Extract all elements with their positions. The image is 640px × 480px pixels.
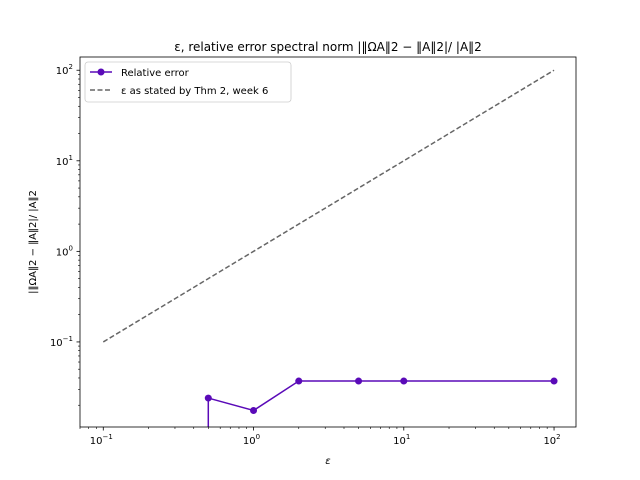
x-tick-label: 101 (393, 433, 410, 447)
y-tick-label: 100 (56, 244, 73, 258)
data-point-0-1 (250, 406, 258, 414)
plot-frame (79, 56, 577, 428)
y-axis-label: |‖ΩA‖2 − ‖A‖2|/ |A‖2 (28, 190, 39, 294)
data-point-0-5 (550, 377, 558, 385)
series-line-1 (102, 69, 555, 343)
legend-frame (84, 61, 292, 103)
data-point-0-0 (204, 394, 212, 402)
legend: Relative error ε as stated by Thm 2, wee… (84, 61, 292, 103)
data-point-0-2 (295, 377, 303, 385)
x-tick-label: 102 (543, 433, 560, 447)
legend-marker-relative-error (97, 68, 105, 76)
y-axis-ticks: 10−1 100 101 102 (50, 63, 80, 406)
x-axis-label: ε (325, 456, 331, 467)
y-tick-label: 101 (56, 154, 73, 168)
data-point-0-3 (355, 377, 363, 385)
chart-title: ε, relative error spectral norm |‖ΩA‖2 −… (174, 40, 482, 54)
x-tick-label: 10−1 (90, 433, 113, 447)
y-tick-label: 10−1 (50, 335, 73, 349)
data-point-0-4 (400, 377, 408, 385)
legend-label-theorem-bound: ε as stated by Thm 2, week 6 (121, 86, 268, 97)
legend-label-relative-error: Relative error (121, 68, 190, 79)
x-tick-label: 100 (243, 433, 260, 447)
x-axis-ticks: 10−1 100 101 102 (79, 427, 561, 447)
y-tick-label: 102 (56, 63, 73, 77)
